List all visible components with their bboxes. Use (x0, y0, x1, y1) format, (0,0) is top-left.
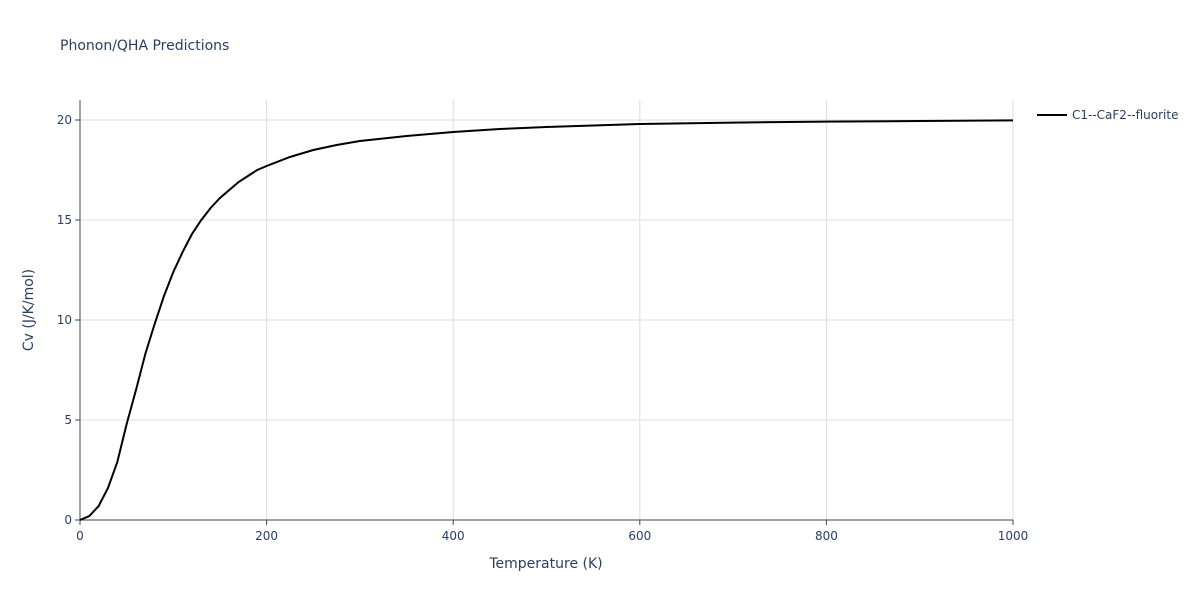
x-tick-label: 800 (815, 529, 838, 543)
y-tick-label: 15 (57, 213, 72, 227)
x-tick-label: 400 (442, 529, 465, 543)
data-line (79, 119, 1014, 521)
x-tick-label: 200 (255, 529, 278, 543)
chart-title: Phonon/QHA Predictions (60, 38, 229, 54)
x-tick-label: 0 (76, 529, 84, 543)
y-tick-label: 0 (64, 513, 72, 527)
y-tick-label: 20 (57, 113, 72, 127)
y-tick-label: 5 (64, 413, 72, 427)
y-tick-label: 10 (57, 313, 72, 327)
y-axis-title: Cv (J/K/mol) (21, 269, 37, 351)
legend-label: C1--CaF2--fluorite (1072, 108, 1178, 122)
x-tick-label: 1000 (998, 529, 1029, 543)
x-axis-title: Temperature (K) (488, 556, 602, 572)
x-tick-label: 600 (628, 529, 651, 543)
